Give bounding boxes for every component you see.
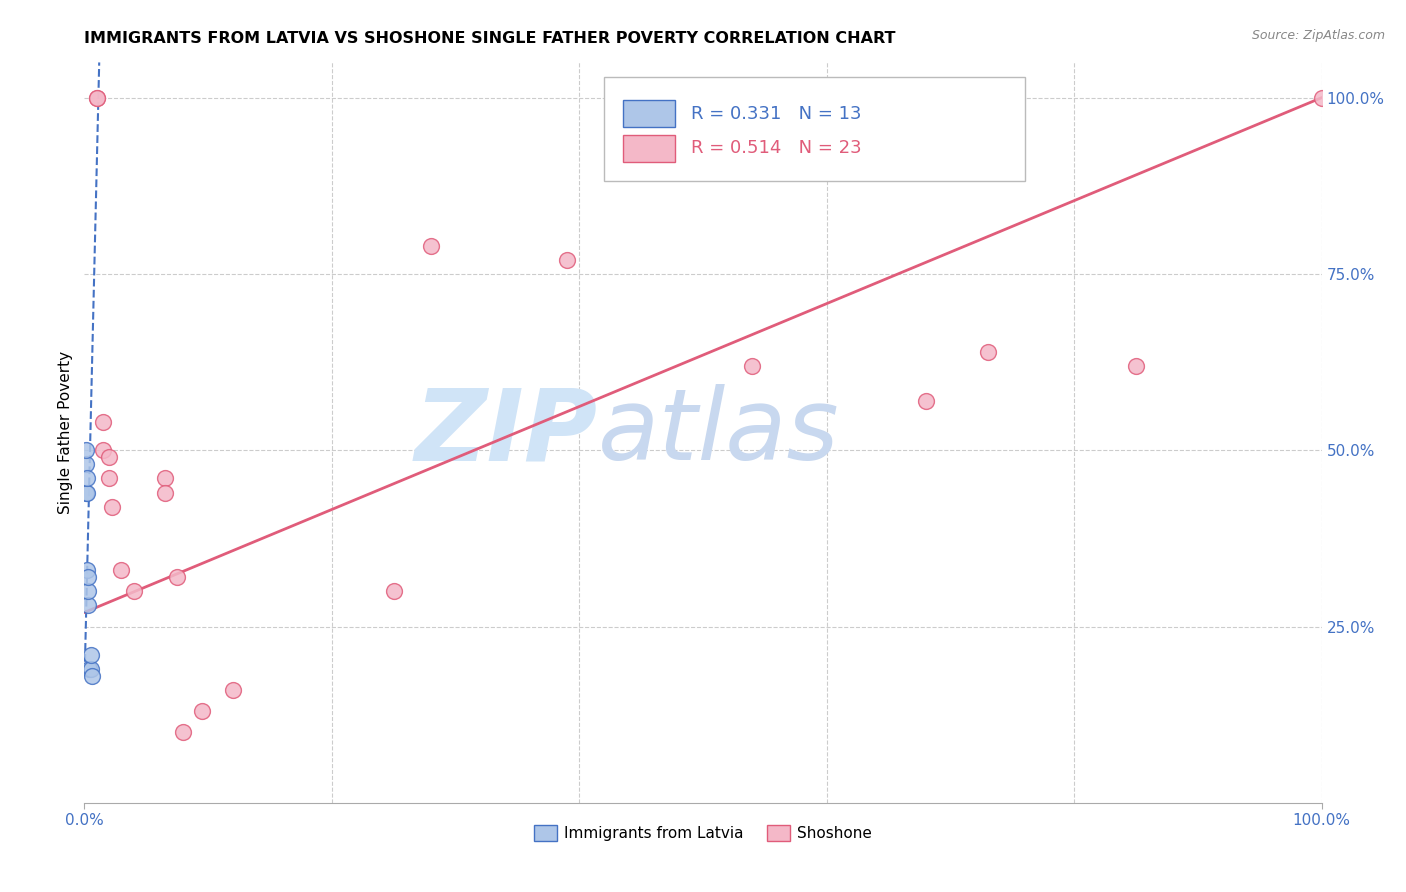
- Point: [100, 500, 122, 514]
- Point: [153, 471, 176, 485]
- Point: [382, 584, 405, 599]
- Point: [86, 91, 108, 105]
- Point: [75, 485, 97, 500]
- Text: R = 0.331   N = 13: R = 0.331 N = 13: [690, 104, 860, 122]
- Point: [976, 344, 998, 359]
- Text: atlas: atlas: [598, 384, 839, 481]
- Point: [91, 443, 114, 458]
- Point: [79, 662, 101, 676]
- FancyBboxPatch shape: [623, 135, 675, 161]
- Point: [191, 704, 214, 718]
- Text: IMMIGRANTS FROM LATVIA VS SHOSHONE SINGLE FATHER POVERTY CORRELATION CHART: IMMIGRANTS FROM LATVIA VS SHOSHONE SINGL…: [84, 31, 896, 46]
- FancyBboxPatch shape: [623, 100, 675, 127]
- Point: [914, 393, 936, 408]
- Point: [79, 662, 101, 676]
- Point: [741, 359, 763, 373]
- Point: [77, 570, 100, 584]
- Text: Source: ZipAtlas.com: Source: ZipAtlas.com: [1251, 29, 1385, 42]
- Point: [91, 415, 114, 429]
- Text: R = 0.514   N = 23: R = 0.514 N = 23: [690, 139, 862, 157]
- Point: [172, 725, 194, 739]
- Point: [1125, 359, 1147, 373]
- Point: [110, 563, 132, 577]
- Text: ZIP: ZIP: [415, 384, 598, 481]
- Point: [86, 91, 108, 105]
- Point: [555, 252, 578, 267]
- FancyBboxPatch shape: [605, 78, 1025, 181]
- Point: [75, 458, 97, 472]
- Point: [75, 443, 97, 458]
- Point: [76, 563, 98, 577]
- Point: [166, 570, 188, 584]
- Point: [419, 239, 441, 253]
- Point: [1310, 91, 1333, 105]
- Point: [98, 450, 121, 465]
- Point: [76, 485, 98, 500]
- Legend: Immigrants from Latvia, Shoshone: Immigrants from Latvia, Shoshone: [527, 819, 879, 847]
- Point: [76, 471, 98, 485]
- Point: [153, 485, 176, 500]
- Point: [79, 648, 101, 662]
- Point: [122, 584, 145, 599]
- Point: [222, 683, 245, 698]
- Point: [80, 669, 103, 683]
- Y-axis label: Single Father Poverty: Single Father Poverty: [58, 351, 73, 514]
- Point: [77, 584, 100, 599]
- Point: [77, 599, 100, 613]
- Point: [98, 471, 121, 485]
